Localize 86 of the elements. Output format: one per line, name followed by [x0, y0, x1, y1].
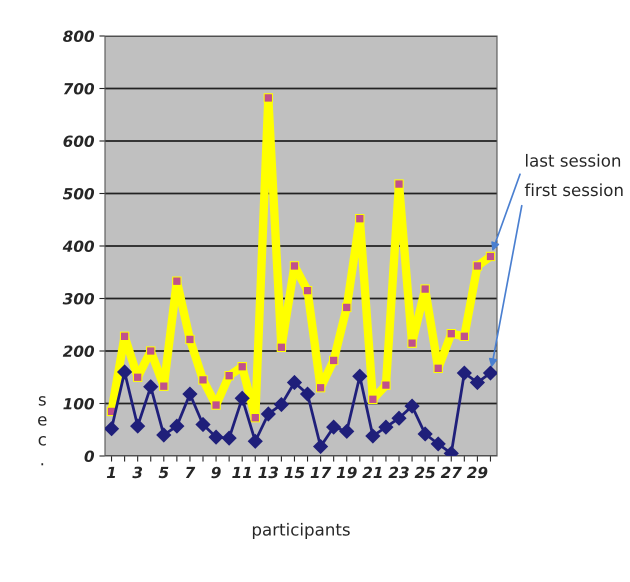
text: last session: [526, 154, 620, 167]
x-tick-label: 23: [388, 466, 409, 478]
point: [430, 436, 446, 452]
point: [287, 375, 302, 390]
point: [352, 368, 368, 384]
x-tick-label: 7: [186, 466, 196, 478]
y-tick-label: 400: [62, 240, 94, 252]
point: [264, 93, 274, 103]
point: [472, 261, 482, 271]
x-tick-label: 15: [284, 466, 304, 478]
y-tick-label: 100: [63, 398, 94, 410]
point: [368, 394, 378, 404]
point: [378, 420, 394, 435]
y-tick-label: 800: [63, 30, 94, 42]
point: [392, 410, 406, 426]
y-axis-title: sec.: [38, 396, 47, 466]
point: [290, 261, 300, 271]
point: [105, 421, 119, 436]
text: first session: [524, 183, 623, 196]
point: [143, 379, 158, 394]
point: [224, 370, 234, 380]
point: [274, 397, 289, 412]
x-tick-label: 5: [158, 466, 168, 478]
point: [132, 372, 142, 382]
point: [185, 334, 195, 344]
point: [434, 364, 443, 374]
point: [342, 302, 352, 312]
point: [211, 400, 221, 410]
point: [130, 418, 146, 434]
x-tick-label: 25: [414, 466, 435, 478]
point: [313, 439, 328, 454]
point: [159, 381, 168, 391]
point: [339, 424, 354, 439]
y-tick-label: 600: [63, 135, 94, 148]
x-tick-label: 13: [258, 466, 278, 478]
point: [276, 342, 286, 352]
point: [208, 430, 224, 444]
point: [418, 426, 433, 442]
y-tick-label: 700: [64, 82, 94, 95]
point: [156, 428, 172, 442]
x-tick-label: 11: [232, 466, 252, 478]
point: [248, 434, 263, 449]
point: [300, 386, 315, 402]
point: [234, 390, 250, 406]
point: [355, 214, 364, 224]
point: [117, 364, 132, 380]
x-tick-label: 1: [106, 466, 116, 478]
x-axis-title: participants: [252, 522, 350, 539]
point: [446, 328, 456, 338]
point: [456, 366, 472, 380]
point: [222, 430, 237, 446]
point: [260, 406, 276, 422]
point: [182, 386, 198, 402]
point: [407, 338, 417, 348]
y-tick-label: 500: [62, 188, 94, 200]
point: [460, 332, 470, 341]
x-tick-label: 29: [466, 466, 488, 478]
point: [470, 375, 485, 390]
point: [169, 418, 184, 434]
point: [238, 362, 247, 372]
x-tick-label: 9: [211, 466, 221, 478]
point: [486, 252, 496, 262]
y-tick-label: 0: [84, 450, 94, 462]
point: [146, 346, 156, 356]
point: [198, 375, 208, 385]
point: [365, 428, 380, 444]
x-tick-label: 17: [310, 466, 332, 478]
point: [172, 276, 182, 286]
point: [483, 366, 497, 380]
point: [120, 332, 130, 341]
y-tick-label: 300: [62, 292, 94, 305]
y-tick-label: 200: [62, 345, 94, 358]
x-tick-label: 19: [336, 466, 357, 478]
point: [404, 398, 420, 414]
x-tick-label: 21: [362, 466, 382, 478]
point: [316, 383, 326, 392]
point: [394, 179, 404, 189]
x-tick-label: 3: [132, 466, 142, 478]
point: [196, 417, 210, 432]
point: [250, 412, 260, 422]
point: [326, 420, 342, 435]
point: [328, 356, 338, 366]
x-tick-label: 27: [440, 466, 462, 478]
point: [381, 380, 391, 390]
point: [302, 286, 312, 296]
point: [420, 284, 430, 294]
